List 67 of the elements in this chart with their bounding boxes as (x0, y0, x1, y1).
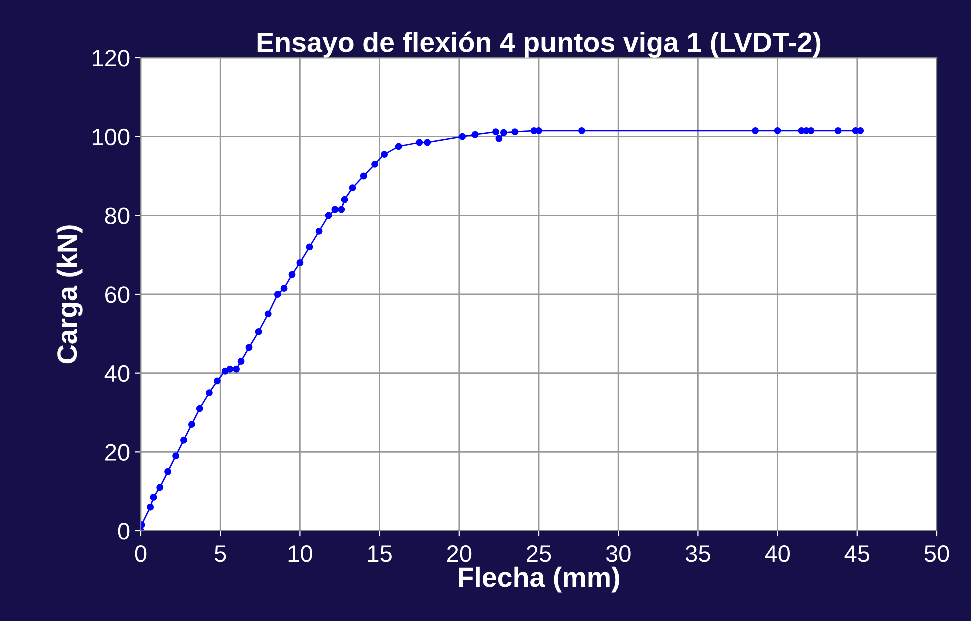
point (774, 127, 782, 134)
y-axis-title: Carga (kN) (56, 226, 83, 364)
point (150, 494, 158, 501)
point (349, 184, 356, 192)
point (274, 291, 282, 298)
point (233, 366, 240, 373)
point (214, 378, 221, 385)
y-tick-label: 60 (106, 286, 130, 304)
point (381, 151, 388, 158)
point (156, 484, 164, 492)
point (188, 421, 196, 428)
point (264, 310, 272, 318)
point (196, 405, 204, 412)
x-tick-label: 15 (368, 546, 392, 562)
x-tick-label: 50 (924, 546, 950, 562)
point (180, 436, 188, 444)
x-tick-label: 5 (214, 546, 226, 562)
y-tick-label: 0 (118, 523, 130, 540)
point (536, 127, 542, 134)
x-tick-label: 10 (288, 546, 312, 562)
point (226, 366, 234, 373)
point (496, 135, 503, 142)
point (512, 128, 519, 136)
point (206, 390, 213, 397)
point (752, 127, 759, 134)
y-tick-label: 120 (92, 50, 130, 67)
x-tick-label: 25 (527, 546, 552, 562)
point (172, 452, 180, 460)
point (164, 468, 172, 476)
point (360, 172, 368, 180)
point (459, 133, 466, 140)
point (306, 244, 314, 251)
x-tick-label: 40 (765, 546, 790, 562)
point (280, 285, 288, 292)
x-tick-label: 35 (686, 546, 710, 562)
point (255, 328, 262, 336)
point (246, 344, 253, 352)
point (372, 160, 378, 168)
point (808, 127, 815, 134)
point (288, 271, 296, 278)
point (395, 143, 402, 150)
point (492, 128, 500, 136)
x-tick-label: 30 (606, 546, 631, 562)
point (416, 139, 424, 146)
point (341, 196, 348, 204)
x-tick-label: 20 (447, 546, 472, 562)
x-tick-label: 0 (135, 546, 147, 562)
point (296, 259, 304, 266)
y-tick-label: 20 (106, 444, 130, 461)
point (147, 504, 154, 511)
point (578, 127, 586, 134)
x-axis-title: Flecha (mm) (459, 566, 620, 593)
x-tick-label: 45 (844, 546, 870, 562)
point (424, 139, 432, 146)
point (325, 212, 332, 220)
point (332, 206, 339, 214)
point (316, 228, 323, 235)
y-tick-label: 80 (105, 208, 130, 224)
point (857, 127, 864, 134)
point (238, 358, 245, 365)
chart-title: Ensayo de flexión 4 puntos viga 1 (LVDT-2) (258, 32, 821, 58)
y-tick-label: 40 (104, 365, 130, 382)
point (834, 127, 842, 134)
y-tick-label: 100 (92, 128, 130, 146)
point (500, 129, 508, 136)
point (472, 131, 479, 138)
point (338, 206, 346, 214)
